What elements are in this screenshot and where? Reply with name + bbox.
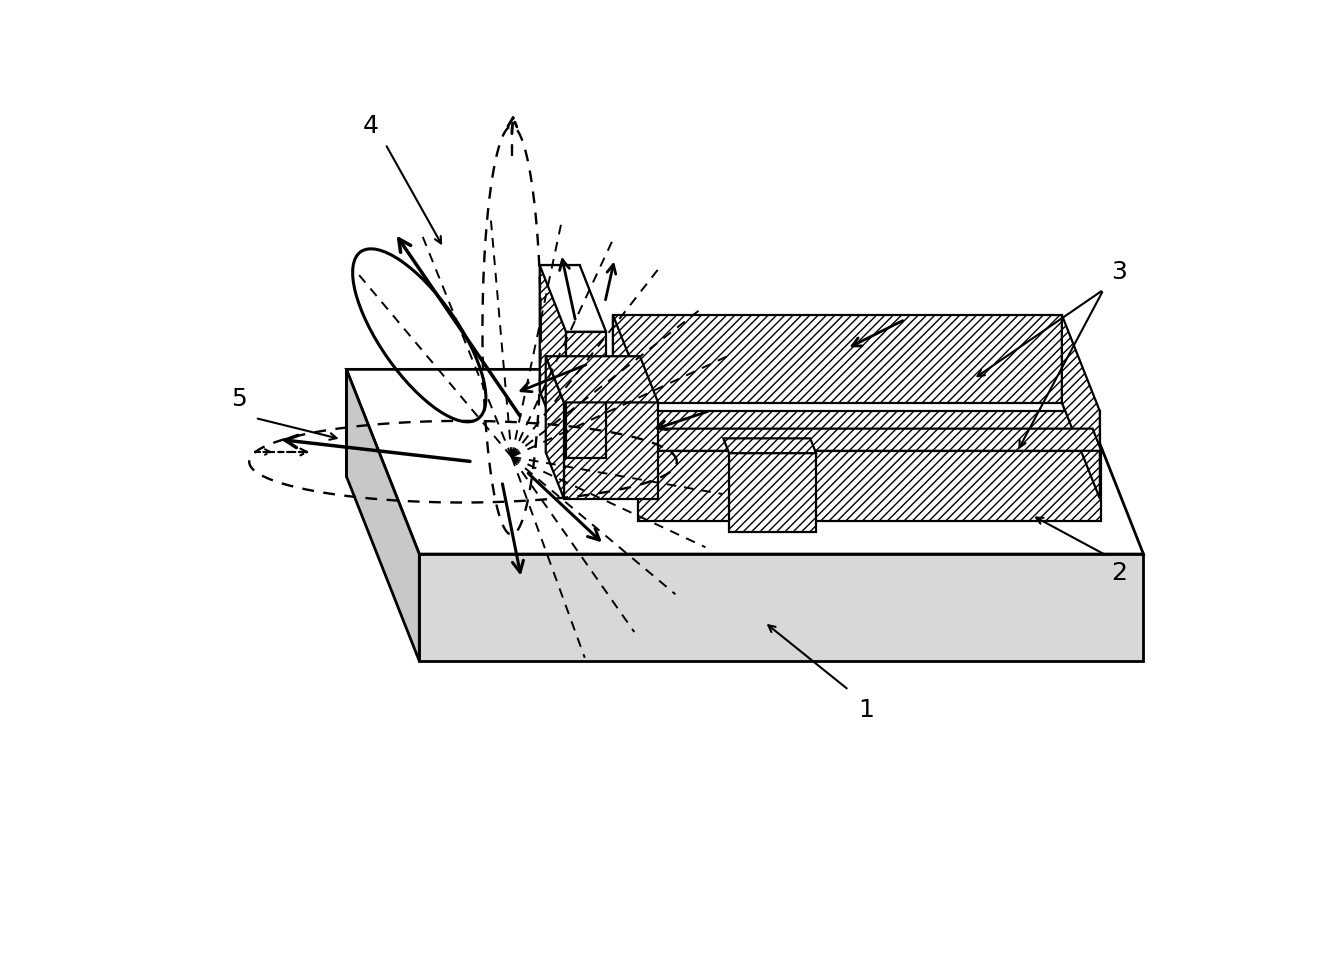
Polygon shape	[723, 438, 816, 453]
Polygon shape	[566, 331, 606, 458]
Polygon shape	[1062, 315, 1099, 499]
Text: 1: 1	[859, 698, 875, 721]
Polygon shape	[579, 265, 606, 458]
Polygon shape	[638, 451, 1101, 521]
Text: 2: 2	[1111, 562, 1128, 585]
Polygon shape	[419, 554, 1144, 661]
Polygon shape	[347, 369, 419, 661]
Polygon shape	[629, 429, 1101, 451]
Polygon shape	[613, 315, 1062, 402]
Polygon shape	[540, 265, 579, 392]
Polygon shape	[613, 315, 650, 499]
Polygon shape	[347, 369, 1144, 554]
Text: 4: 4	[363, 115, 379, 138]
Polygon shape	[564, 402, 659, 499]
Polygon shape	[540, 265, 566, 458]
Polygon shape	[650, 411, 1099, 499]
Polygon shape	[730, 453, 816, 532]
Text: 3: 3	[1111, 260, 1128, 284]
Polygon shape	[546, 357, 564, 499]
Polygon shape	[546, 357, 659, 402]
Text: 5: 5	[231, 387, 247, 410]
Polygon shape	[613, 402, 1099, 499]
Polygon shape	[540, 265, 606, 331]
